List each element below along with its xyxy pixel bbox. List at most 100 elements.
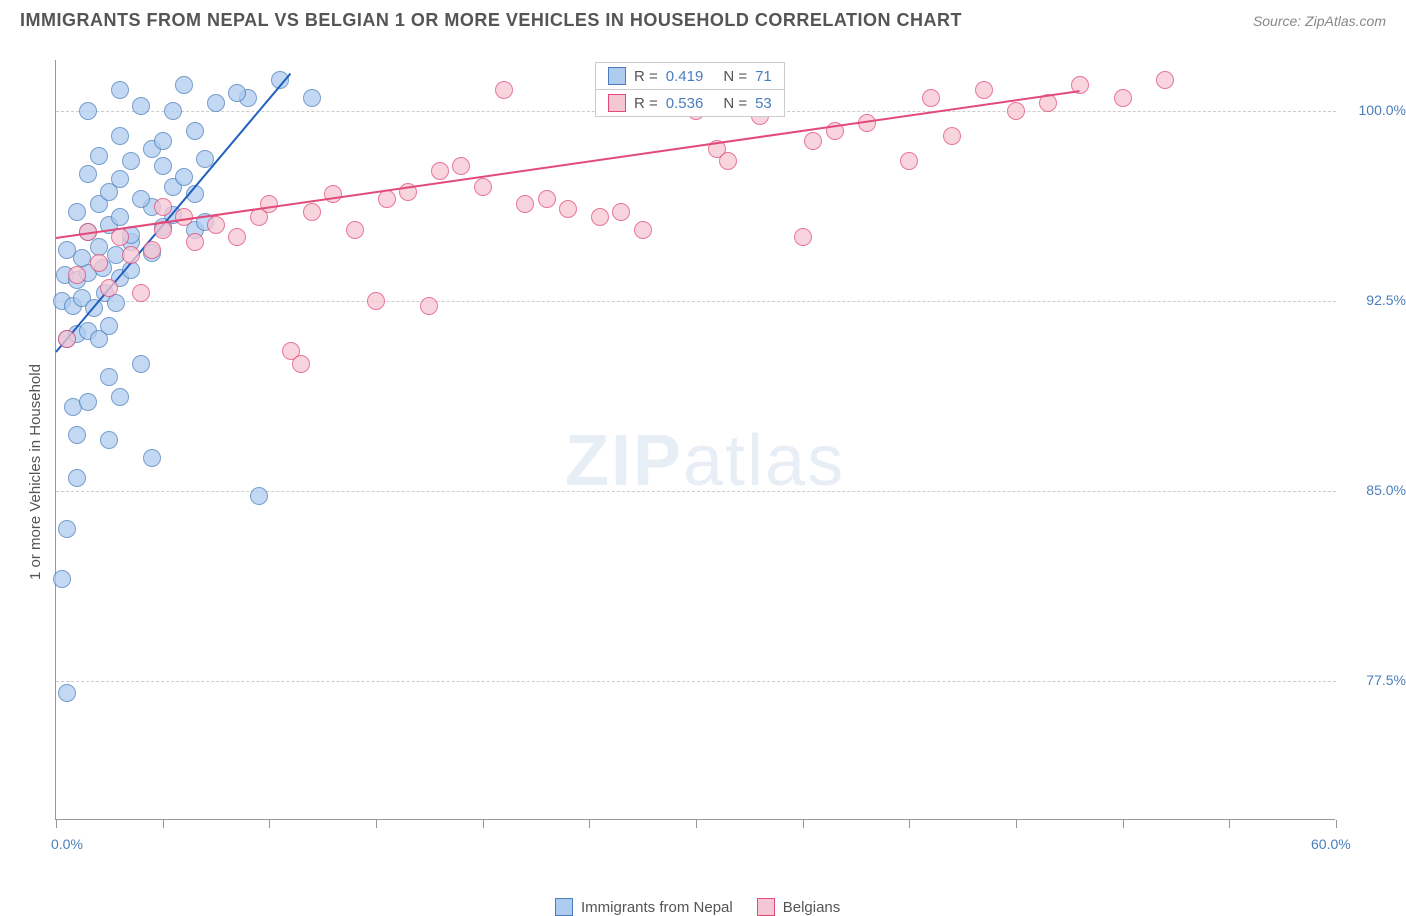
scatter-point bbox=[495, 81, 513, 99]
legend-swatch bbox=[757, 898, 775, 916]
scatter-point bbox=[143, 241, 161, 259]
scatter-point bbox=[303, 203, 321, 221]
scatter-point bbox=[516, 195, 534, 213]
legend-series-name: Immigrants from Nepal bbox=[581, 899, 733, 916]
stats-legend: R =0.419N =71R =0.536N =53 bbox=[595, 62, 785, 117]
x-tick bbox=[1016, 820, 1017, 828]
scatter-point bbox=[207, 216, 225, 234]
scatter-point bbox=[900, 152, 918, 170]
x-tick bbox=[376, 820, 377, 828]
x-tick bbox=[589, 820, 590, 828]
scatter-point bbox=[58, 684, 76, 702]
scatter-point bbox=[100, 279, 118, 297]
legend-item: Immigrants from Nepal bbox=[555, 898, 733, 916]
scatter-point bbox=[79, 393, 97, 411]
plot-area: 77.5%85.0%92.5%100.0%0.0%60.0% bbox=[55, 60, 1335, 820]
scatter-point bbox=[111, 208, 129, 226]
scatter-point bbox=[420, 297, 438, 315]
scatter-point bbox=[303, 89, 321, 107]
scatter-point bbox=[186, 233, 204, 251]
scatter-point bbox=[378, 190, 396, 208]
scatter-point bbox=[634, 221, 652, 239]
scatter-point bbox=[943, 127, 961, 145]
scatter-point bbox=[111, 228, 129, 246]
scatter-point bbox=[90, 254, 108, 272]
legend-swatch bbox=[608, 67, 626, 85]
scatter-point bbox=[207, 94, 225, 112]
x-tick bbox=[803, 820, 804, 828]
scatter-point bbox=[132, 284, 150, 302]
scatter-point bbox=[154, 157, 172, 175]
scatter-point bbox=[111, 81, 129, 99]
scatter-point bbox=[804, 132, 822, 150]
scatter-point bbox=[143, 449, 161, 467]
scatter-point bbox=[68, 266, 86, 284]
chart-title: IMMIGRANTS FROM NEPAL VS BELGIAN 1 OR MO… bbox=[20, 10, 962, 31]
scatter-point bbox=[122, 246, 140, 264]
x-tick-label: 0.0% bbox=[51, 836, 83, 852]
scatter-point bbox=[538, 190, 556, 208]
stats-legend-row: R =0.536N =53 bbox=[595, 89, 785, 117]
gridline bbox=[56, 301, 1336, 302]
scatter-point bbox=[68, 203, 86, 221]
scatter-point bbox=[175, 168, 193, 186]
scatter-point bbox=[132, 355, 150, 373]
x-tick bbox=[1229, 820, 1230, 828]
legend-n-label: N = bbox=[723, 68, 747, 85]
scatter-point bbox=[79, 165, 97, 183]
scatter-point bbox=[132, 97, 150, 115]
x-tick bbox=[696, 820, 697, 828]
scatter-point bbox=[324, 185, 342, 203]
x-tick bbox=[1123, 820, 1124, 828]
x-tick bbox=[163, 820, 164, 828]
legend-r-label: R = bbox=[634, 68, 658, 85]
scatter-point bbox=[111, 170, 129, 188]
y-tick-label: 85.0% bbox=[1346, 482, 1406, 498]
scatter-point bbox=[68, 426, 86, 444]
gridline bbox=[56, 681, 1336, 682]
scatter-point bbox=[922, 89, 940, 107]
legend-n-value: 53 bbox=[755, 95, 772, 112]
scatter-point bbox=[186, 122, 204, 140]
scatter-point bbox=[975, 81, 993, 99]
legend-swatch bbox=[608, 94, 626, 112]
legend-r-value: 0.536 bbox=[666, 95, 704, 112]
series-legend: Immigrants from Nepal Belgians bbox=[555, 898, 840, 916]
chart-container: 1 or more Vehicles in Household 77.5%85.… bbox=[45, 60, 1365, 840]
gridline bbox=[56, 491, 1336, 492]
scatter-point bbox=[111, 388, 129, 406]
legend-series-name: Belgians bbox=[783, 899, 841, 916]
scatter-point bbox=[1156, 71, 1174, 89]
scatter-point bbox=[367, 292, 385, 310]
scatter-point bbox=[53, 570, 71, 588]
y-axis-label: 1 or more Vehicles in Household bbox=[27, 364, 44, 580]
scatter-point bbox=[474, 178, 492, 196]
y-tick-label: 92.5% bbox=[1346, 292, 1406, 308]
scatter-point bbox=[794, 228, 812, 246]
scatter-point bbox=[132, 190, 150, 208]
scatter-point bbox=[719, 152, 737, 170]
scatter-point bbox=[58, 330, 76, 348]
scatter-point bbox=[1114, 89, 1132, 107]
scatter-point bbox=[292, 355, 310, 373]
scatter-point bbox=[164, 102, 182, 120]
scatter-point bbox=[154, 132, 172, 150]
legend-swatch bbox=[555, 898, 573, 916]
legend-r-value: 0.419 bbox=[666, 68, 704, 85]
y-tick-label: 77.5% bbox=[1346, 672, 1406, 688]
x-tick-label: 60.0% bbox=[1311, 836, 1351, 852]
scatter-point bbox=[100, 431, 118, 449]
scatter-point bbox=[452, 157, 470, 175]
x-tick bbox=[483, 820, 484, 828]
scatter-point bbox=[111, 127, 129, 145]
legend-n-label: N = bbox=[723, 95, 747, 112]
scatter-point bbox=[122, 152, 140, 170]
stats-legend-row: R =0.419N =71 bbox=[595, 62, 785, 89]
scatter-point bbox=[559, 200, 577, 218]
x-tick bbox=[269, 820, 270, 828]
scatter-point bbox=[58, 520, 76, 538]
scatter-point bbox=[79, 102, 97, 120]
scatter-point bbox=[100, 317, 118, 335]
scatter-point bbox=[175, 76, 193, 94]
scatter-point bbox=[90, 147, 108, 165]
